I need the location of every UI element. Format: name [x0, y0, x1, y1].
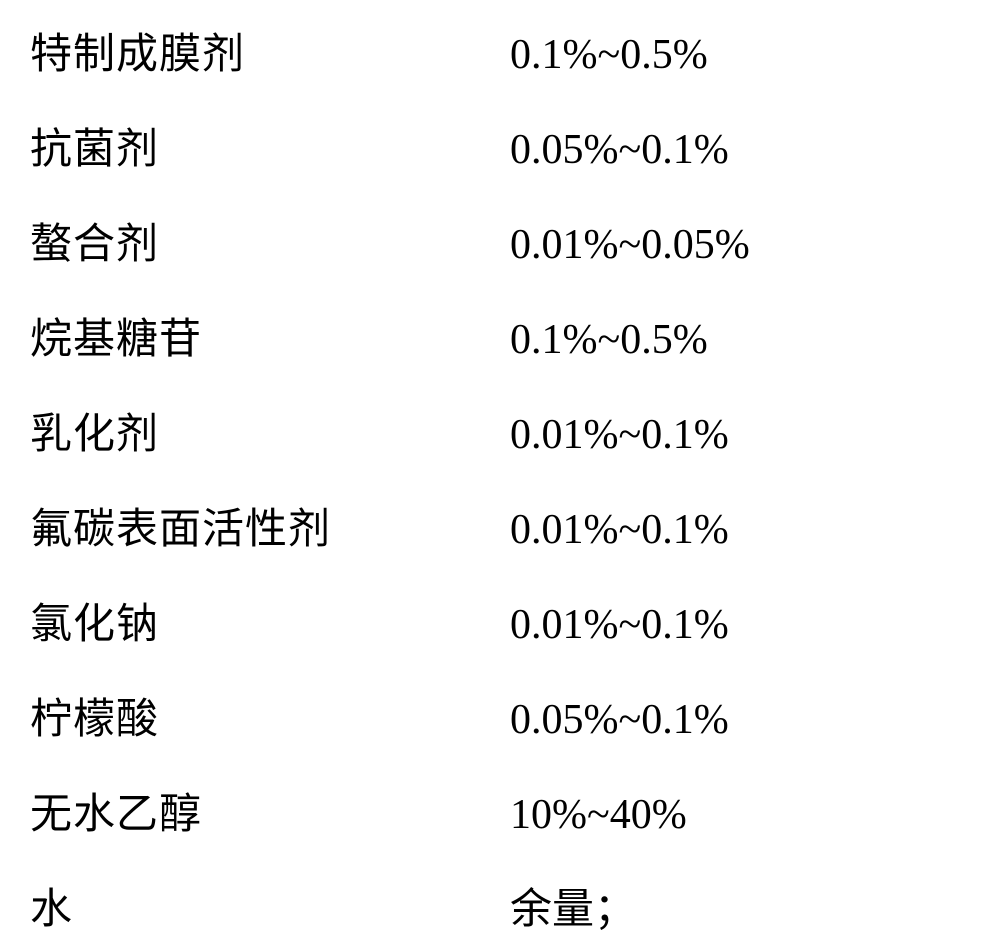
ingredient-label: 烷基糖苷 [30, 305, 510, 366]
ingredient-value: 0.1%~0.5% [510, 316, 970, 364]
composition-table: 特制成膜剂 0.1%~0.5% 抗菌剂 0.05%~0.1% 螯合剂 0.01%… [30, 20, 970, 936]
ingredient-value: 余量； [510, 875, 970, 936]
ingredient-value: 10%~40% [510, 791, 970, 839]
ingredient-value: 0.01%~0.1% [510, 506, 970, 554]
table-row: 乳化剂 0.01%~0.1% [30, 400, 970, 461]
table-row: 无水乙醇 10%~40% [30, 780, 970, 841]
ingredient-value: 0.05%~0.1% [510, 126, 970, 174]
table-row: 抗菌剂 0.05%~0.1% [30, 115, 970, 176]
ingredient-value: 0.05%~0.1% [510, 696, 970, 744]
ingredient-label: 特制成膜剂 [30, 20, 510, 81]
ingredient-label: 氯化钠 [30, 590, 510, 651]
table-row: 烷基糖苷 0.1%~0.5% [30, 305, 970, 366]
ingredient-value: 0.01%~0.05% [510, 221, 970, 269]
ingredient-label: 乳化剂 [30, 400, 510, 461]
ingredient-label: 螯合剂 [30, 210, 510, 271]
ingredient-label: 抗菌剂 [30, 115, 510, 176]
ingredient-value: 0.01%~0.1% [510, 601, 970, 649]
ingredient-label: 氟碳表面活性剂 [30, 495, 510, 556]
ingredient-label: 水 [30, 875, 510, 936]
table-row: 氯化钠 0.01%~0.1% [30, 590, 970, 651]
table-row: 柠檬酸 0.05%~0.1% [30, 685, 970, 746]
table-row: 螯合剂 0.01%~0.05% [30, 210, 970, 271]
table-row: 氟碳表面活性剂 0.01%~0.1% [30, 495, 970, 556]
table-row: 水 余量； [30, 875, 970, 936]
table-row: 特制成膜剂 0.1%~0.5% [30, 20, 970, 81]
ingredient-value: 0.01%~0.1% [510, 411, 970, 459]
ingredient-label: 柠檬酸 [30, 685, 510, 746]
ingredient-label: 无水乙醇 [30, 780, 510, 841]
ingredient-value: 0.1%~0.5% [510, 31, 970, 79]
